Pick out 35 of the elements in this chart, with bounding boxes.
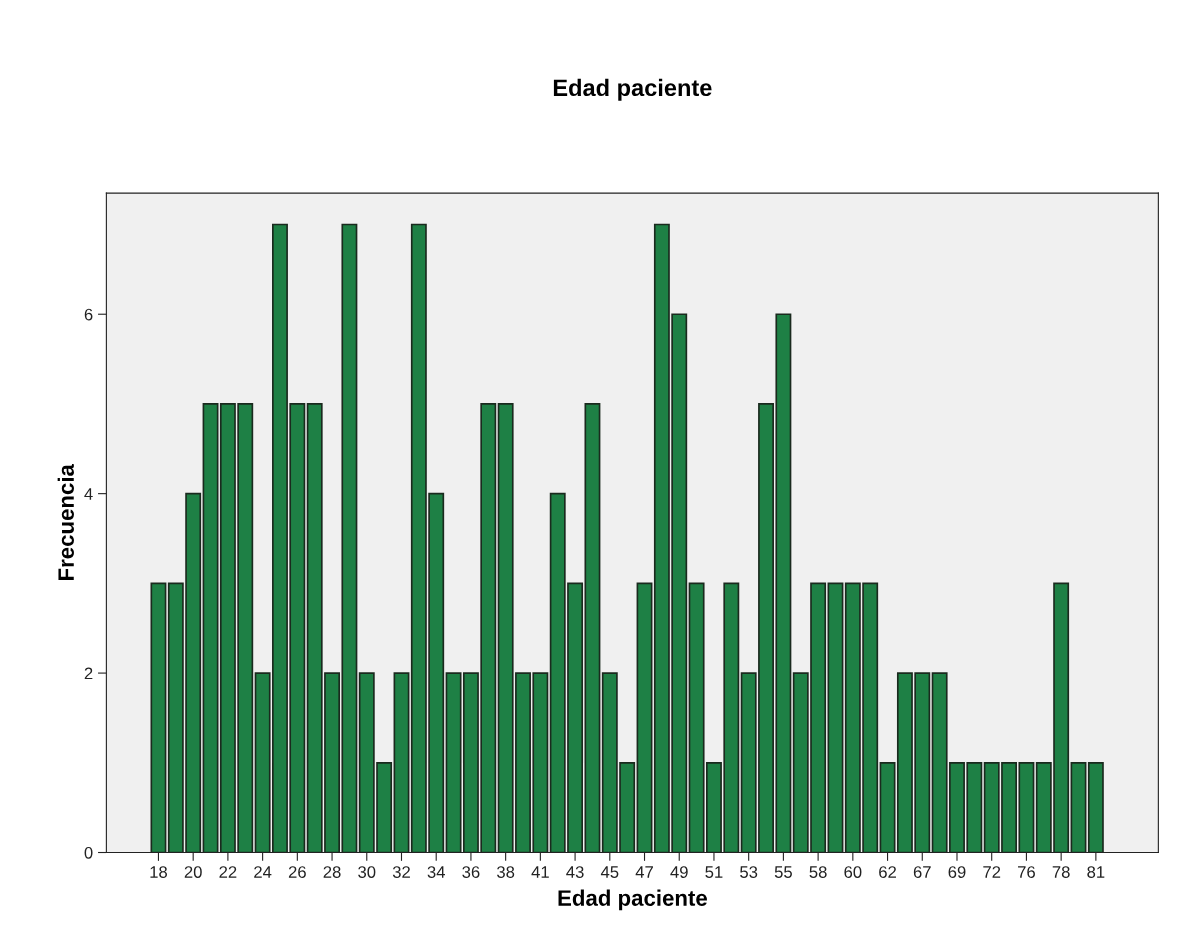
x-tick-label: 78: [1052, 866, 1070, 878]
x-tick-label: 60: [844, 866, 862, 878]
y-tick-label: 6: [84, 308, 93, 321]
x-tick-label: 43: [566, 866, 584, 878]
x-tick-label: 53: [740, 866, 758, 878]
x-tick-label: 41: [531, 866, 549, 878]
x-tick-label: 62: [879, 866, 896, 878]
x-tick-label: 18: [150, 866, 167, 878]
y-axis-title: Frecuencia: [57, 463, 74, 580]
x-tick-label: 49: [670, 866, 688, 878]
x-tick-label: 67: [913, 866, 931, 878]
y-tick-label: 4: [84, 488, 93, 500]
x-tick-label: 58: [809, 866, 827, 878]
chart-title: Edad paciente: [553, 78, 712, 101]
x-tick-label: 55: [774, 866, 792, 878]
x-tick-label: 24: [254, 866, 272, 878]
x-tick-label: 76: [1018, 866, 1035, 878]
x-tick-label: 38: [497, 866, 515, 878]
x-tick-label: 34: [427, 866, 445, 878]
x-tick-label: 69: [948, 866, 966, 878]
x-tick-label: 72: [983, 866, 1001, 878]
x-tick-label: 81: [1087, 866, 1105, 878]
y-tick-label: 2: [84, 667, 93, 680]
x-tick-label: 28: [323, 866, 341, 878]
x-tick-label: 22: [219, 866, 237, 878]
x-tick-label: 26: [288, 866, 306, 878]
x-tick-label: 45: [600, 866, 619, 878]
x-tick-label: 32: [392, 866, 410, 878]
y-tick-label: 0: [84, 846, 93, 859]
x-axis-title: Edad paciente: [558, 889, 707, 911]
x-tick-label: 36: [462, 866, 480, 878]
x-tick-label: 47: [635, 866, 653, 878]
x-tick-label: 20: [184, 866, 202, 878]
x-tick-label: 30: [358, 866, 376, 878]
x-tick-label: 51: [705, 866, 723, 878]
